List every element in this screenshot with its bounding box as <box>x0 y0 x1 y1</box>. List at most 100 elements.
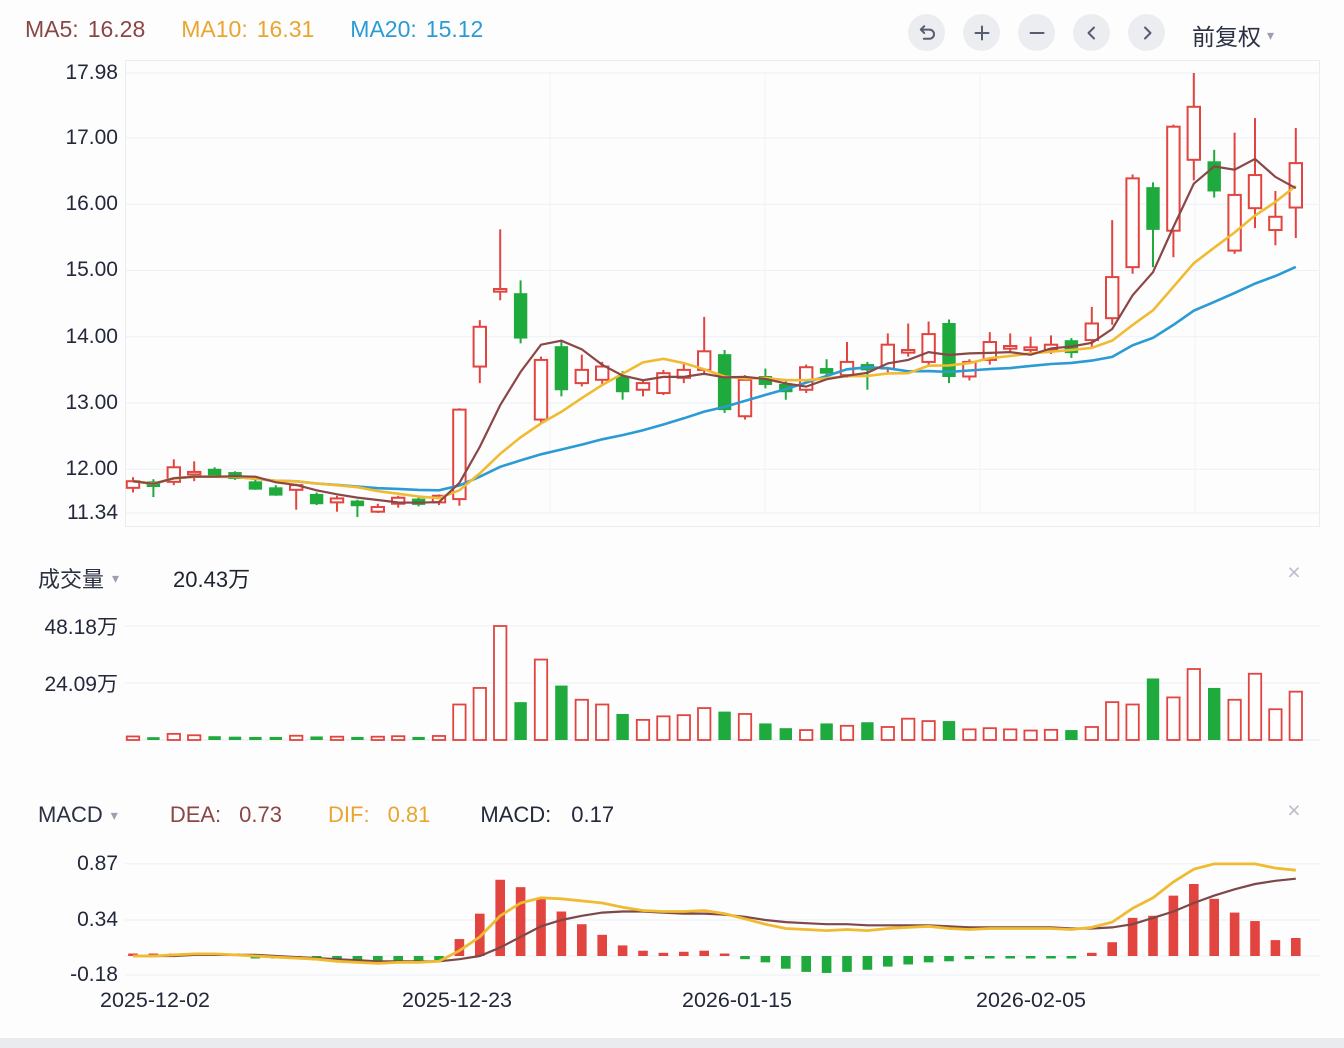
candle-up <box>676 363 691 384</box>
candle-body <box>942 322 956 377</box>
volume-bar-up <box>1105 701 1120 741</box>
volume-bar-up <box>187 734 202 741</box>
candle-up <box>329 495 345 512</box>
volume-bar-up <box>1084 726 1099 741</box>
volume-tick: 48.18万 <box>44 616 118 639</box>
candle-up <box>125 477 141 493</box>
macd-close-icon[interactable]: × <box>1287 797 1301 823</box>
volume-bar-down <box>1065 730 1078 740</box>
dea-value: 0.73 <box>239 802 282 827</box>
zoom-out-icon <box>1028 24 1046 42</box>
volume-bar-up <box>839 724 855 741</box>
candle-body <box>921 333 936 363</box>
dea-line <box>133 877 1296 963</box>
volume-bar-up <box>880 726 895 741</box>
volume-bar-up <box>1023 729 1038 741</box>
candle-body <box>472 325 488 368</box>
candle-up <box>1023 336 1038 354</box>
candle-down <box>269 485 283 496</box>
macd-hist-down <box>413 956 424 962</box>
price-tick: 17.00 <box>65 125 118 149</box>
chevron-down-icon: ▾ <box>112 570 120 586</box>
volume-bar-up <box>982 727 997 741</box>
volume-bar-up <box>595 703 610 741</box>
candle-body <box>595 365 610 381</box>
volume-bar-down <box>310 736 323 740</box>
volume-bar-down <box>249 736 262 740</box>
ma10-line <box>132 184 1297 500</box>
macd-hist-down <box>1066 956 1077 959</box>
volume-bar-down <box>412 736 425 740</box>
candle-body <box>370 506 386 513</box>
candle-body <box>125 480 141 489</box>
volume-bar-up <box>370 735 385 741</box>
volume-panel-header: 成交量 ▾ 20.43万 <box>38 562 250 594</box>
chart-toolbar <box>908 14 1165 51</box>
macd-hist-down <box>1046 956 1056 959</box>
candle-up <box>370 503 386 513</box>
chevron-down-icon: ▾ <box>110 807 118 823</box>
candle-body <box>737 378 753 418</box>
volume-bar-down <box>616 713 629 740</box>
price-chart-canvas[interactable] <box>125 60 1320 530</box>
price-tick: 16.00 <box>65 192 118 216</box>
candle-body <box>1023 346 1038 351</box>
price-tick: 12.00 <box>65 457 118 481</box>
volume-bar-up <box>697 707 712 741</box>
price-tick: 11.34 <box>67 501 118 524</box>
macd-hist-up <box>1127 917 1138 956</box>
volume-bar-down <box>351 736 364 740</box>
candle-up <box>1084 306 1099 347</box>
adjust-type-dropdown[interactable]: 前复权 ▾ <box>1192 18 1274 52</box>
volume-bar-up <box>533 658 549 741</box>
candle-body <box>554 346 569 391</box>
candle-up <box>289 483 304 510</box>
price-tick: 15.00 <box>65 258 118 282</box>
macd-hist-down <box>842 956 852 972</box>
volume-bar-up <box>452 703 467 741</box>
candle-body <box>717 354 732 411</box>
macd-hist-up <box>679 951 689 956</box>
volume-bar-up <box>391 735 406 741</box>
macd-hist-up <box>1229 912 1240 956</box>
candle-up <box>656 369 671 396</box>
macd-hist-down <box>740 956 750 960</box>
volume-bar-down <box>1208 687 1221 740</box>
volume-tick: 24.09万 <box>44 673 118 696</box>
candle-up <box>1247 118 1263 229</box>
candle-body <box>329 497 345 504</box>
chevron-down-icon: ▾ <box>1267 27 1275 43</box>
candle-body <box>1186 105 1201 161</box>
chevron-right-icon <box>1138 24 1156 42</box>
candle-body <box>1003 345 1018 350</box>
macd-title[interactable]: MACD <box>38 802 103 827</box>
volume-close-icon[interactable]: × <box>1287 559 1301 585</box>
macd-chart-canvas[interactable] <box>125 852 1320 992</box>
candle-body <box>1268 215 1283 232</box>
volume-title[interactable]: 成交量 <box>38 567 105 592</box>
pan-left-button[interactable] <box>1073 14 1110 51</box>
price-tick: 13.00 <box>65 391 118 414</box>
plot-border <box>125 60 1320 527</box>
candle-body <box>982 341 997 361</box>
candle-up <box>839 342 855 378</box>
volume-bar-up <box>1247 672 1263 741</box>
volume-bar-up <box>1227 698 1242 741</box>
volume-bar-up <box>431 735 447 741</box>
candle-body <box>493 288 508 293</box>
volume-bar-down <box>147 737 160 740</box>
macd-hist-up <box>1270 940 1281 956</box>
candle-up <box>737 375 753 420</box>
volume-bar-down <box>228 736 242 740</box>
pan-right-button[interactable] <box>1128 14 1165 51</box>
zoom-out-button[interactable] <box>1018 14 1055 51</box>
zoom-in-button[interactable] <box>963 14 1000 51</box>
volume-chart-canvas[interactable] <box>125 610 1320 750</box>
volume-bar-up <box>166 732 181 741</box>
undo-button[interactable] <box>908 14 945 51</box>
volume-bar-down <box>1146 678 1160 740</box>
macd-hist-down <box>862 956 873 970</box>
macd-hist-down <box>434 956 444 961</box>
bottom-scrollbar-track[interactable] <box>0 1038 1344 1048</box>
